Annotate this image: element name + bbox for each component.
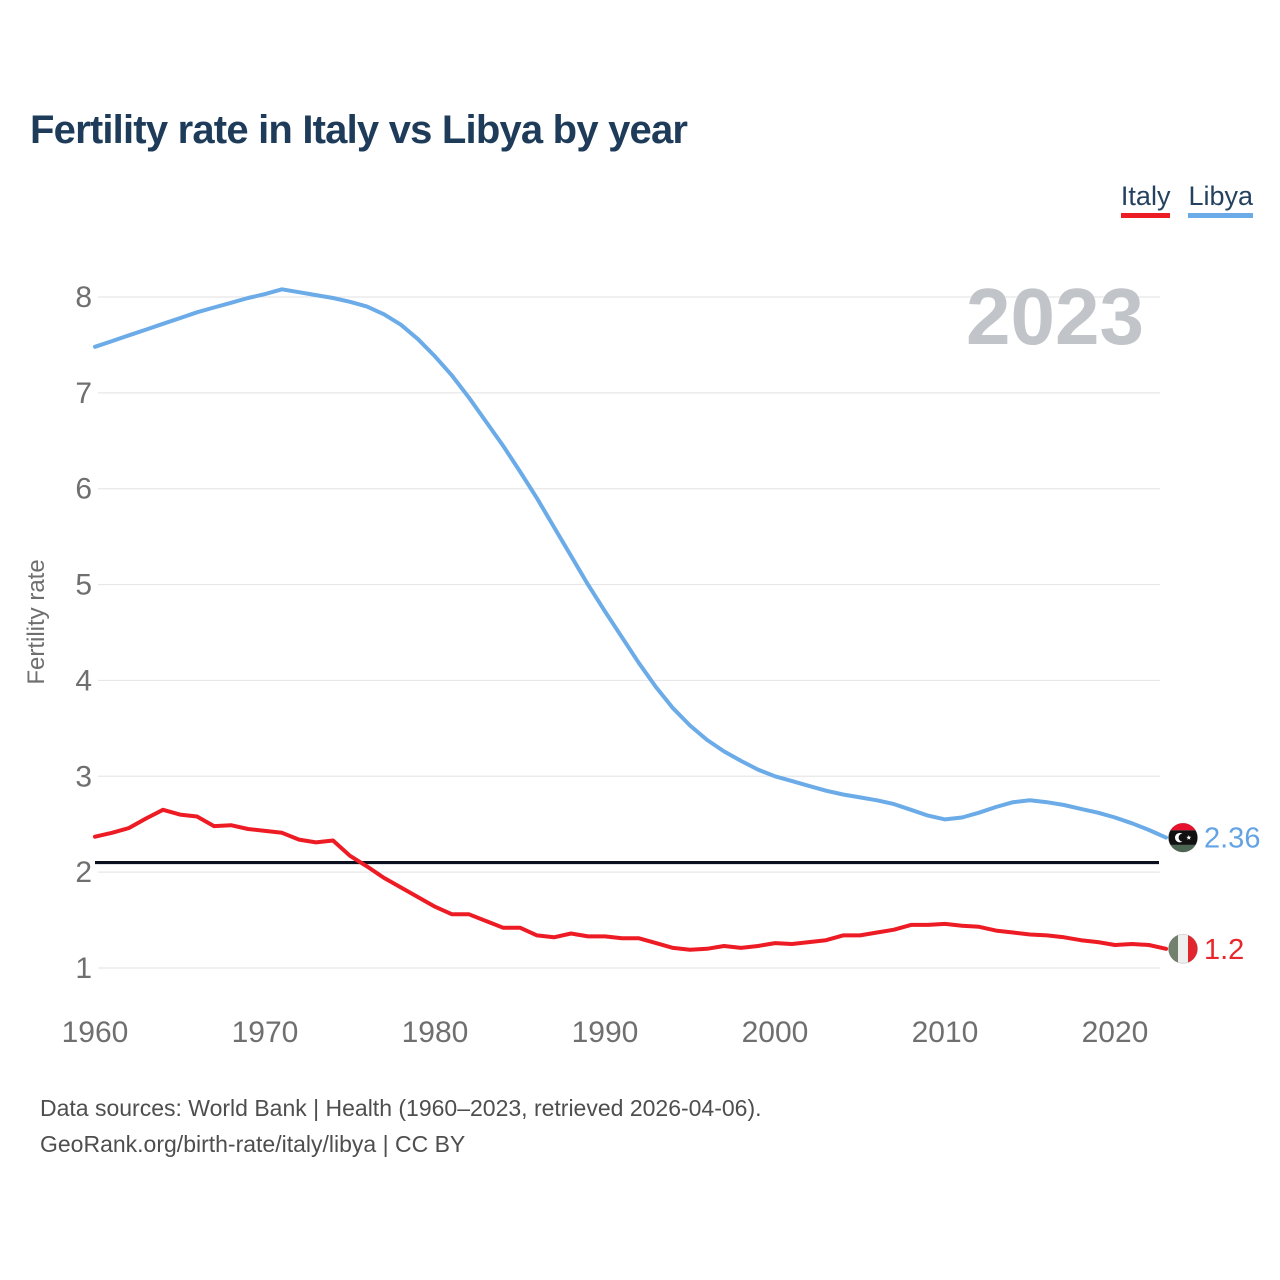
footer: Data sources: World Bank | Health (1960–… — [40, 1090, 762, 1162]
x-tick-2020: 2020 — [1082, 1016, 1149, 1049]
x-tick-2000: 2000 — [742, 1016, 809, 1049]
italy-flag-icon — [1168, 934, 1198, 964]
y-tick-8: 8 — [75, 281, 92, 314]
x-tick-1970: 1970 — [232, 1016, 299, 1049]
italy-end-value: 1.2 — [1204, 934, 1244, 966]
libya-flag-icon — [1168, 823, 1198, 853]
x-tick-1980: 1980 — [402, 1016, 469, 1049]
y-tick-2: 2 — [75, 856, 92, 889]
legend-label-libya: Libya — [1188, 181, 1253, 211]
y-tick-1: 1 — [75, 952, 92, 985]
y-tick-3: 3 — [75, 760, 92, 793]
legend: Italy Libya — [1120, 181, 1253, 218]
italy-line — [93, 807, 1168, 952]
libya-line — [93, 287, 1168, 840]
x-tick-1960: 1960 — [62, 1016, 129, 1049]
x-tick-2010: 2010 — [912, 1016, 979, 1049]
y-tick-5: 5 — [75, 569, 92, 602]
legend-label-italy: Italy — [1120, 181, 1171, 211]
footer-data-sources: Data sources: World Bank | Health (1960–… — [40, 1095, 762, 1121]
watermark-year: 2023 — [966, 272, 1144, 361]
legend-swatch-italy — [1120, 213, 1171, 218]
legend-swatch-libya — [1188, 213, 1253, 218]
y-tick-6: 6 — [75, 473, 92, 506]
footer-attribution-link[interactable]: GeoRank.org/birth-rate/italy/libya | CC … — [40, 1131, 466, 1157]
libya-end-value: 2.36 — [1204, 823, 1260, 855]
x-tick-1990: 1990 — [572, 1016, 639, 1049]
y-tick-7: 7 — [75, 377, 92, 410]
legend-item-libya[interactable]: Libya — [1188, 183, 1253, 218]
y-tick-4: 4 — [75, 664, 92, 697]
y-axis-label: Fertility rate — [23, 559, 50, 684]
page-title: Fertility rate in Italy vs Libya by year — [30, 108, 688, 152]
legend-item-italy[interactable]: Italy — [1120, 181, 1171, 218]
